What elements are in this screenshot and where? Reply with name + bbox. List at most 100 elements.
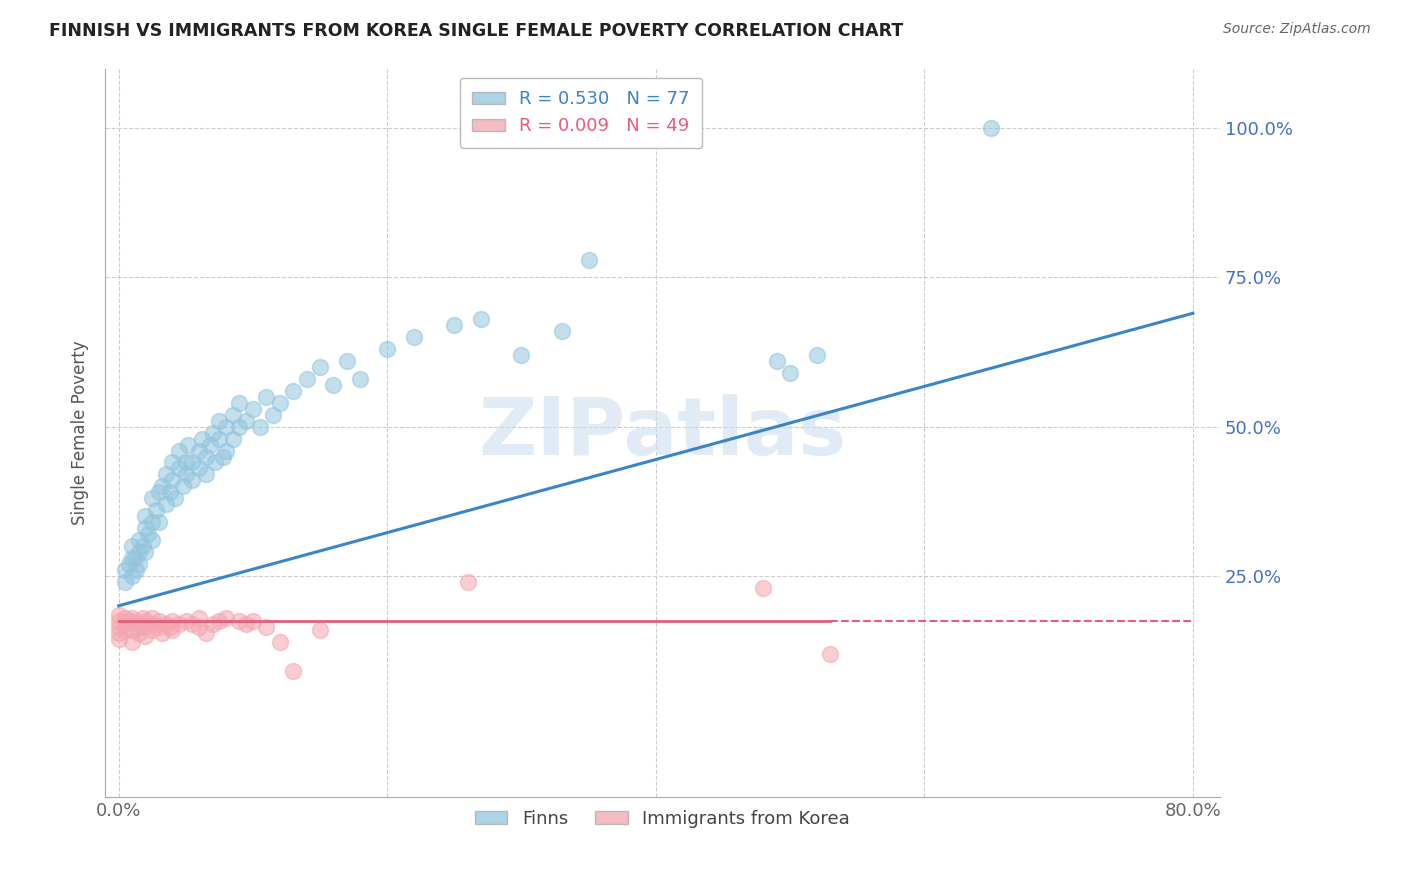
- Point: [118, 557, 141, 571]
- Point: [159, 620, 181, 634]
- Point: [254, 390, 277, 404]
- Point: [136, 527, 159, 541]
- Point: [228, 614, 250, 628]
- Point: [402, 330, 425, 344]
- Point: [124, 551, 146, 566]
- Point: [349, 372, 371, 386]
- Point: [162, 623, 184, 637]
- Text: FINNISH VS IMMIGRANTS FROM KOREA SINGLE FEMALE POVERTY CORRELATION CHART: FINNISH VS IMMIGRANTS FROM KOREA SINGLE …: [49, 22, 904, 40]
- Point: [262, 408, 284, 422]
- Point: [174, 467, 197, 482]
- Point: [148, 485, 170, 500]
- Point: [141, 515, 163, 529]
- Point: [208, 614, 231, 628]
- Point: [141, 491, 163, 506]
- Point: [194, 625, 217, 640]
- Point: [114, 563, 136, 577]
- Point: [141, 533, 163, 547]
- Point: [174, 455, 197, 469]
- Point: [174, 614, 197, 628]
- Point: [269, 396, 291, 410]
- Point: [145, 503, 167, 517]
- Point: [215, 443, 238, 458]
- Point: [181, 616, 204, 631]
- Point: [132, 539, 155, 553]
- Point: [141, 616, 163, 631]
- Point: [177, 437, 200, 451]
- Point: [375, 342, 398, 356]
- Point: [150, 625, 173, 640]
- Point: [235, 414, 257, 428]
- Point: [228, 396, 250, 410]
- Point: [235, 616, 257, 631]
- Point: [820, 647, 842, 661]
- Text: Source: ZipAtlas.com: Source: ZipAtlas.com: [1223, 22, 1371, 37]
- Point: [125, 563, 148, 577]
- Point: [551, 324, 574, 338]
- Point: [134, 614, 156, 628]
- Point: [470, 312, 492, 326]
- Point: [150, 479, 173, 493]
- Point: [188, 620, 211, 634]
- Point: [194, 450, 217, 464]
- Point: [121, 634, 143, 648]
- Point: [148, 620, 170, 634]
- Point: [163, 491, 186, 506]
- Point: [172, 479, 194, 493]
- Point: [283, 384, 305, 398]
- Point: [167, 443, 190, 458]
- Point: [162, 614, 184, 628]
- Point: [167, 616, 190, 631]
- Point: [752, 581, 775, 595]
- Point: [198, 437, 221, 451]
- Point: [765, 354, 787, 368]
- Point: [322, 377, 344, 392]
- Point: [114, 610, 136, 624]
- Point: [121, 551, 143, 566]
- Point: [148, 515, 170, 529]
- Point: [188, 443, 211, 458]
- Point: [242, 401, 264, 416]
- Point: [114, 616, 136, 631]
- Point: [215, 419, 238, 434]
- Point: [121, 569, 143, 583]
- Point: [107, 625, 129, 640]
- Point: [128, 533, 150, 547]
- Text: ZIPatlas: ZIPatlas: [478, 393, 846, 472]
- Point: [155, 467, 177, 482]
- Point: [134, 629, 156, 643]
- Point: [222, 432, 245, 446]
- Point: [107, 632, 129, 646]
- Point: [141, 623, 163, 637]
- Point: [443, 318, 465, 333]
- Point: [128, 625, 150, 640]
- Point: [208, 414, 231, 428]
- Point: [107, 620, 129, 634]
- Point: [215, 610, 238, 624]
- Point: [578, 252, 600, 267]
- Point: [806, 348, 828, 362]
- Point: [242, 614, 264, 628]
- Point: [201, 425, 224, 440]
- Point: [128, 557, 150, 571]
- Point: [114, 623, 136, 637]
- Point: [128, 545, 150, 559]
- Point: [181, 455, 204, 469]
- Point: [194, 467, 217, 482]
- Point: [457, 574, 479, 589]
- Point: [191, 432, 214, 446]
- Point: [295, 372, 318, 386]
- Point: [201, 616, 224, 631]
- Point: [188, 461, 211, 475]
- Point: [249, 419, 271, 434]
- Point: [336, 354, 359, 368]
- Point: [134, 545, 156, 559]
- Point: [107, 607, 129, 622]
- Point: [208, 432, 231, 446]
- Point: [132, 610, 155, 624]
- Point: [114, 574, 136, 589]
- Point: [107, 614, 129, 628]
- Point: [167, 461, 190, 475]
- Point: [510, 348, 533, 362]
- Point: [134, 509, 156, 524]
